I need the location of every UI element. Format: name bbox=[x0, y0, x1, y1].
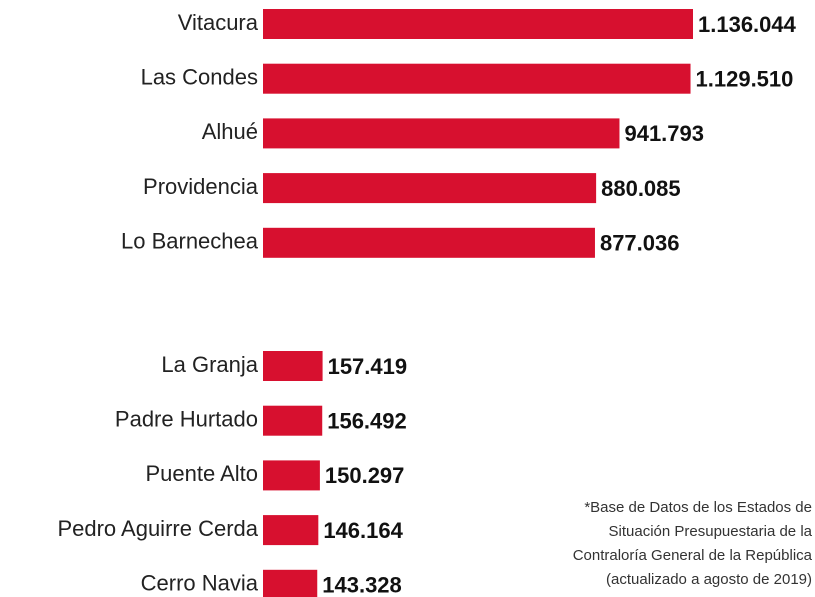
bar bbox=[263, 460, 320, 491]
category-label: Padre Hurtado bbox=[115, 407, 258, 432]
bar bbox=[263, 405, 323, 436]
category-label: La Granja bbox=[161, 352, 258, 377]
footnote-line: Situación Presupuestaria de la bbox=[609, 523, 813, 540]
footnote-line: *Base de Datos de los Estados de bbox=[584, 499, 812, 516]
category-label: Puente Alto bbox=[145, 461, 258, 486]
value-label: 1.129.510 bbox=[696, 67, 794, 92]
bar bbox=[263, 351, 323, 381]
bar bbox=[263, 118, 620, 149]
value-label: 877.036 bbox=[600, 231, 680, 256]
value-label: 156.492 bbox=[327, 409, 407, 434]
bar bbox=[263, 9, 693, 39]
category-label: Providencia bbox=[143, 174, 259, 199]
category-label: Vitacura bbox=[178, 10, 259, 35]
category-label: Las Condes bbox=[141, 65, 258, 90]
bar bbox=[263, 173, 597, 204]
value-label: 880.085 bbox=[601, 176, 681, 201]
category-label: Alhué bbox=[202, 119, 258, 144]
bar bbox=[263, 227, 595, 258]
bar bbox=[263, 569, 318, 597]
bar bbox=[263, 515, 319, 546]
category-label: Pedro Aguirre Cerda bbox=[57, 516, 258, 541]
footnote-line: Contraloría General de la República bbox=[573, 547, 813, 564]
value-label: 157.419 bbox=[328, 354, 408, 379]
bar bbox=[263, 63, 691, 94]
footnote-line: (actualizado a agosto de 2019) bbox=[606, 571, 812, 588]
category-label: Lo Barnechea bbox=[121, 229, 259, 254]
value-label: 1.136.044 bbox=[698, 12, 797, 37]
value-label: 146.164 bbox=[323, 518, 403, 543]
value-label: 941.793 bbox=[624, 121, 704, 146]
category-label: Cerro Navia bbox=[141, 571, 259, 596]
value-label: 143.328 bbox=[322, 573, 402, 597]
value-label: 150.297 bbox=[325, 463, 405, 488]
